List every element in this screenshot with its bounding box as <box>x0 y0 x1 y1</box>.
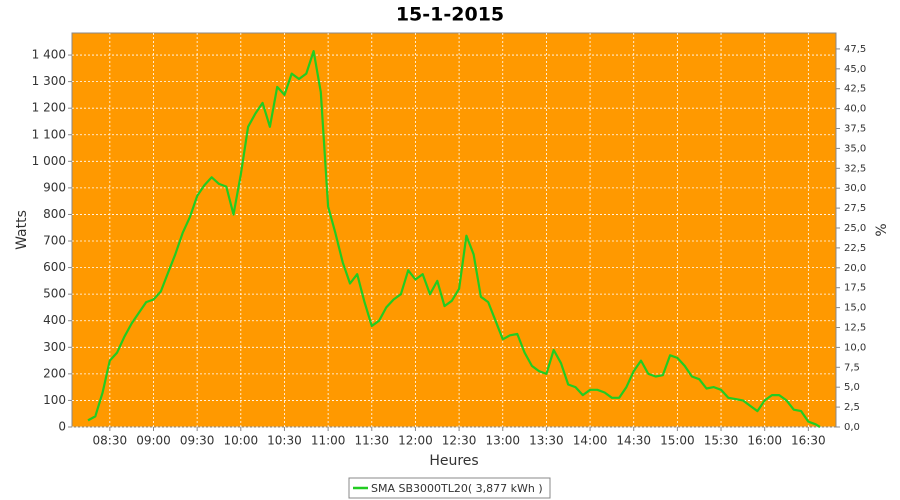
y-axis-label: Watts <box>14 210 30 250</box>
x-tick-label: 16:00 <box>747 434 782 448</box>
chart-title: 15-1-2015 <box>396 4 504 26</box>
y-tick-label: 400 <box>43 313 66 327</box>
y2-tick-label: 12,5 <box>844 323 866 334</box>
x-tick-label: 13:30 <box>529 434 564 448</box>
x-tick-label: 10:00 <box>224 434 259 448</box>
y-tick-label: 1 100 <box>32 127 66 141</box>
y-tick-label: 500 <box>43 287 66 301</box>
y2-tick-label: 27,5 <box>844 203 866 214</box>
y2-tick-label: 10,0 <box>844 342 866 353</box>
y2-tick-label: 25,0 <box>844 223 866 234</box>
x-tick-label: 15:30 <box>704 434 739 448</box>
y2-tick-label: 47,5 <box>844 44 866 55</box>
y2-tick-label: 20,0 <box>844 263 866 274</box>
y2-tick-label: 30,0 <box>844 183 866 194</box>
y-tick-label: 700 <box>43 234 66 248</box>
x-tick-label: 10:30 <box>267 434 302 448</box>
x-tick-label: 13:00 <box>485 434 520 448</box>
x-tick-label: 14:30 <box>616 434 651 448</box>
y2-tick-label: 45,0 <box>844 64 866 75</box>
y2-tick-label: 5,0 <box>844 382 860 393</box>
y2-tick-label: 40,0 <box>844 104 866 115</box>
y-tick-label: 100 <box>43 393 66 407</box>
x-axis-label: Heures <box>429 453 478 469</box>
x-tick-label: 08:30 <box>93 434 128 448</box>
y-tick-label: 800 <box>43 207 66 221</box>
plot-background <box>71 32 837 428</box>
y-tick-label: 1 000 <box>32 154 66 168</box>
y-tick-label: 1 300 <box>32 74 66 88</box>
y-tick-label: 300 <box>43 340 66 354</box>
y-tick-label: 600 <box>43 260 66 274</box>
y-tick-label: 1 200 <box>32 101 66 115</box>
y2-tick-label: 2,5 <box>844 402 860 413</box>
y2-tick-label: 15,0 <box>844 303 866 314</box>
x-tick-label: 09:00 <box>136 434 171 448</box>
y-tick-label: 1 400 <box>32 48 66 62</box>
x-tick-label: 11:00 <box>311 434 346 448</box>
y-tick-label: 900 <box>43 180 66 194</box>
y2-tick-label: 0,0 <box>844 422 860 433</box>
x-tick-label: 12:00 <box>398 434 433 448</box>
y2-tick-label: 35,0 <box>844 143 866 154</box>
x-tick-label: 14:00 <box>573 434 608 448</box>
y-tick-label: 0 <box>58 420 66 434</box>
x-tick-label: 12:30 <box>442 434 477 448</box>
legend-box <box>348 477 551 499</box>
legend-label: SMA SB3000TL20( 3,877 kWh ) <box>371 482 543 495</box>
y2-tick-label: 22,5 <box>844 243 866 254</box>
x-tick-label: 11:30 <box>354 434 389 448</box>
x-tick-label: 15:00 <box>660 434 695 448</box>
x-tick-label: 09:30 <box>180 434 215 448</box>
y2-tick-label: 7,5 <box>844 362 860 373</box>
y2-tick-label: 17,5 <box>844 283 866 294</box>
y2-tick-label: 32,5 <box>844 163 866 174</box>
y-tick-label: 200 <box>43 366 66 380</box>
data-line <box>87 50 821 428</box>
y2-axis-label: % <box>874 223 890 236</box>
y2-tick-label: 37,5 <box>844 124 866 135</box>
x-tick-label: 16:30 <box>791 434 826 448</box>
y2-tick-label: 42,5 <box>844 84 866 95</box>
